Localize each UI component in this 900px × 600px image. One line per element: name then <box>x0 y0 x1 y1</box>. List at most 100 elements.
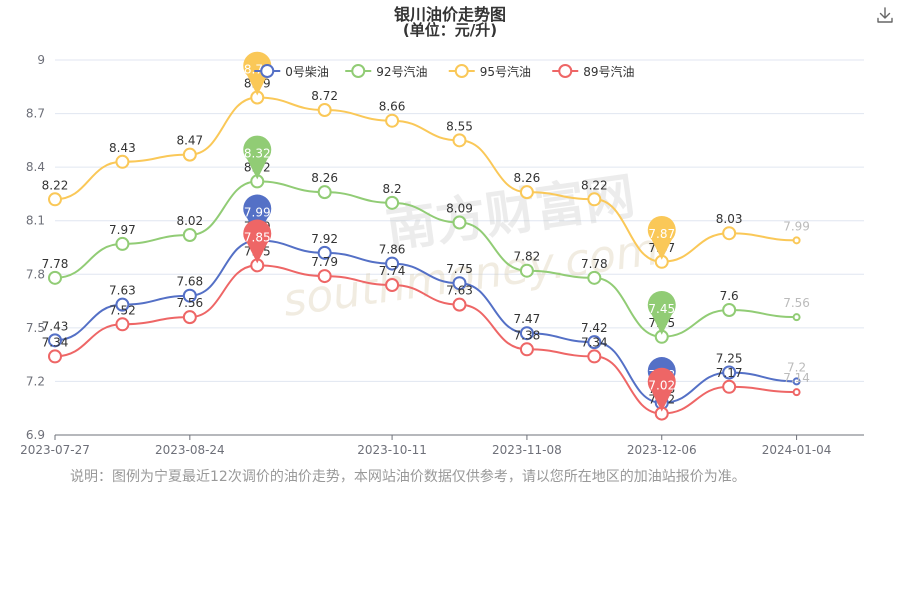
data-point <box>115 154 130 169</box>
x-tick-label: 2024-01-04 <box>762 443 832 457</box>
x-tick-label: 2023-08-24 <box>155 443 225 457</box>
data-point <box>182 310 197 325</box>
legend-label: 92号汽油 <box>376 64 427 79</box>
legend-swatch-marker <box>558 64 573 78</box>
y-tick-label: 9 <box>37 53 45 67</box>
data-point <box>519 326 534 341</box>
data-label: 7.56 <box>783 296 810 310</box>
data-label: 8.2 <box>383 182 402 196</box>
data-label: 7.78 <box>42 257 69 271</box>
data-point <box>182 288 197 303</box>
data-label: 7.2 <box>787 360 806 374</box>
data-point <box>385 195 400 210</box>
data-point <box>48 270 62 285</box>
min-pin: 7.87 <box>647 215 676 260</box>
data-point <box>317 245 332 260</box>
data-point <box>587 349 602 364</box>
data-label: 7.6 <box>720 289 739 303</box>
y-tick-label: 7.8 <box>26 267 45 281</box>
data-point <box>48 333 62 348</box>
min-pin-shape <box>647 367 676 412</box>
x-tick-label: 2023-10-11 <box>357 443 427 457</box>
data-label: 7.82 <box>514 250 541 264</box>
legend-item[interactable]: 89号汽油 <box>552 64 635 79</box>
data-point <box>48 192 62 207</box>
min-pin-label: 7.45 <box>648 302 675 316</box>
data-label: 7.47 <box>514 312 541 326</box>
label-layer: 7.437.637.687.997.927.867.757.477.427.08… <box>42 77 810 407</box>
y-tick-label: 8.7 <box>26 107 45 121</box>
data-point <box>452 297 467 312</box>
max-pin-shape <box>243 194 272 239</box>
data-point <box>587 192 602 207</box>
data-point <box>722 226 737 241</box>
min-pin-shape <box>647 215 676 260</box>
data-label: 8.09 <box>446 202 473 216</box>
legend-item[interactable]: 95号汽油 <box>448 64 531 79</box>
y-tick-label: 7.5 <box>26 321 45 335</box>
data-label: 7.92 <box>311 232 338 246</box>
data-point <box>317 185 332 200</box>
x-tick-label: 2023-11-08 <box>492 443 562 457</box>
min-pin-shape <box>647 290 676 335</box>
data-point <box>182 228 197 242</box>
data-label: 8.72 <box>311 89 338 103</box>
data-point <box>587 270 602 285</box>
legend-swatch-marker <box>351 64 366 78</box>
max-pin: 7.99 <box>243 194 272 239</box>
data-label: 7.56 <box>176 296 203 310</box>
max-pin-shape <box>243 51 272 96</box>
data-point <box>182 147 197 162</box>
chart-subtitle: (单位：元/升) <box>402 21 498 39</box>
data-point <box>317 269 332 284</box>
data-point <box>722 379 737 394</box>
data-point <box>385 113 400 128</box>
download-icon[interactable] <box>876 6 894 24</box>
data-point <box>452 133 467 148</box>
data-point <box>792 313 801 322</box>
max-pin-label: 7.85 <box>244 230 271 244</box>
legend-label: 95号汽油 <box>480 64 531 79</box>
x-tick-label: 2023-07-27 <box>20 443 90 457</box>
min-pin-label: 7.02 <box>648 379 675 393</box>
data-label: 7.43 <box>42 319 69 333</box>
data-label: 7.25 <box>716 352 743 366</box>
data-label: 7.79 <box>311 255 338 269</box>
data-label: 7.74 <box>379 264 406 278</box>
data-label: 7.68 <box>176 275 203 289</box>
chart-note: 说明：图例为宁夏最近12次调价的油价走势，本网站油价数据仅供参考，请以您所在地区… <box>70 469 746 485</box>
max-pin-shape <box>243 135 272 180</box>
data-label: 8.47 <box>176 134 203 148</box>
data-label: 7.14 <box>783 371 810 385</box>
data-label: 7.38 <box>514 328 541 342</box>
data-point <box>722 303 737 317</box>
data-label: 7.86 <box>379 243 406 257</box>
x-tick-label: 2023-12-06 <box>627 443 697 457</box>
legend-item[interactable]: 0号柴油 <box>254 64 329 79</box>
data-label: 7.75 <box>446 262 473 276</box>
legend: 0号柴油 92号汽油 95号汽油 89号汽油 <box>254 64 635 79</box>
data-label: 8.02 <box>176 214 203 228</box>
data-label: 7.78 <box>581 257 608 271</box>
data-label: 7.42 <box>581 321 608 335</box>
legend-item[interactable]: 92号汽油 <box>345 64 428 79</box>
data-point <box>115 297 130 312</box>
data-label: 8.43 <box>109 141 136 155</box>
data-point <box>519 342 534 357</box>
data-point <box>792 388 801 397</box>
data-point <box>48 349 62 364</box>
y-tick-label: 6.9 <box>26 428 45 442</box>
data-point <box>452 215 467 230</box>
axis-layer: 6.9 7.2 7.5 7.8 8.1 8.4 8.7 9 2023-07-27 2023-08-… <box>20 53 864 457</box>
data-label: 8.22 <box>581 178 608 192</box>
data-point <box>519 185 534 200</box>
max-pin-shape <box>243 219 272 264</box>
max-pin: 8.32 <box>243 135 272 180</box>
data-point <box>385 278 400 292</box>
legend-label: 0号柴油 <box>285 65 329 79</box>
y-tick-label: 8.4 <box>26 160 45 174</box>
data-point <box>385 256 400 271</box>
min-pin-label: 7.87 <box>648 227 675 241</box>
data-point <box>722 365 737 380</box>
